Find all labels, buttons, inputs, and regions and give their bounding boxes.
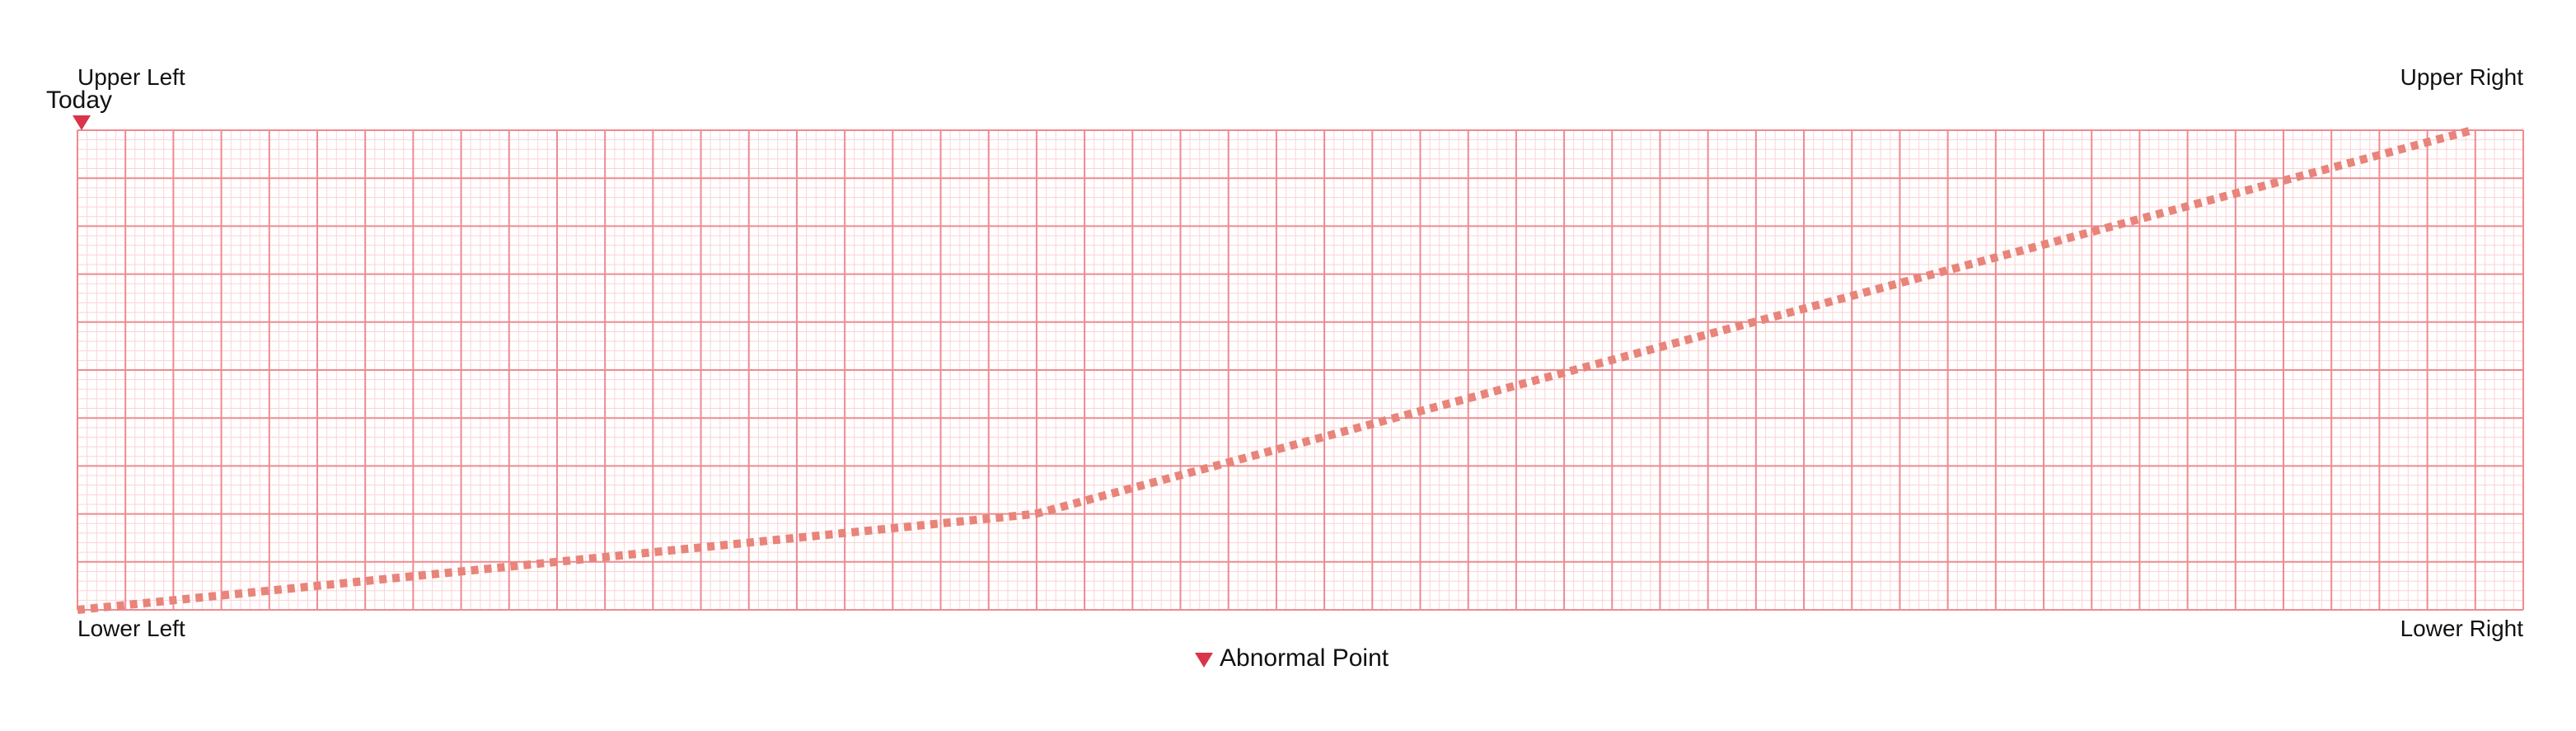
grid-major: [77, 129, 2524, 611]
corner-label-lower-right: Lower Right: [2400, 616, 2524, 641]
marker-label-abnormal-point: Abnormal Point: [1220, 644, 1389, 672]
marker-triangle-icon: [73, 115, 91, 130]
corner-label-upper-left: Upper Left: [77, 64, 185, 90]
marker-label-today: Today: [46, 87, 112, 114]
corner-label-upper-right: Upper Right: [2400, 64, 2524, 90]
marker-triangle-icon: [1195, 653, 1213, 668]
series-line: [77, 126, 2474, 614]
corner-label-lower-left: Lower Left: [77, 616, 185, 641]
